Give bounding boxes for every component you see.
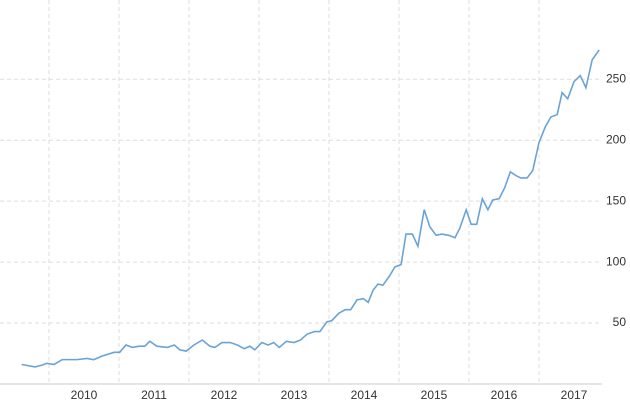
line-series bbox=[21, 49, 600, 368]
x-tick-label: 2014 bbox=[351, 388, 378, 402]
y-tick-label: 250 bbox=[606, 71, 626, 85]
x-tick-label: 2012 bbox=[211, 388, 238, 402]
x-tick-label: 2017 bbox=[561, 388, 588, 402]
x-tick-label: 2015 bbox=[421, 388, 448, 402]
x-tick-label: 2010 bbox=[71, 388, 98, 402]
y-tick-label: 100 bbox=[606, 254, 626, 268]
x-tick-label: 2013 bbox=[281, 388, 308, 402]
y-tick-label: 150 bbox=[606, 193, 626, 207]
x-tick-label: 2011 bbox=[141, 388, 167, 402]
y-tick-label: 200 bbox=[606, 132, 626, 146]
x-tick-label: 2016 bbox=[491, 388, 518, 402]
y-tick-label: 50 bbox=[613, 315, 627, 329]
